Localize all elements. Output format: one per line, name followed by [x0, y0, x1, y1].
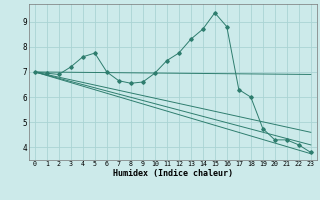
X-axis label: Humidex (Indice chaleur): Humidex (Indice chaleur)	[113, 169, 233, 178]
